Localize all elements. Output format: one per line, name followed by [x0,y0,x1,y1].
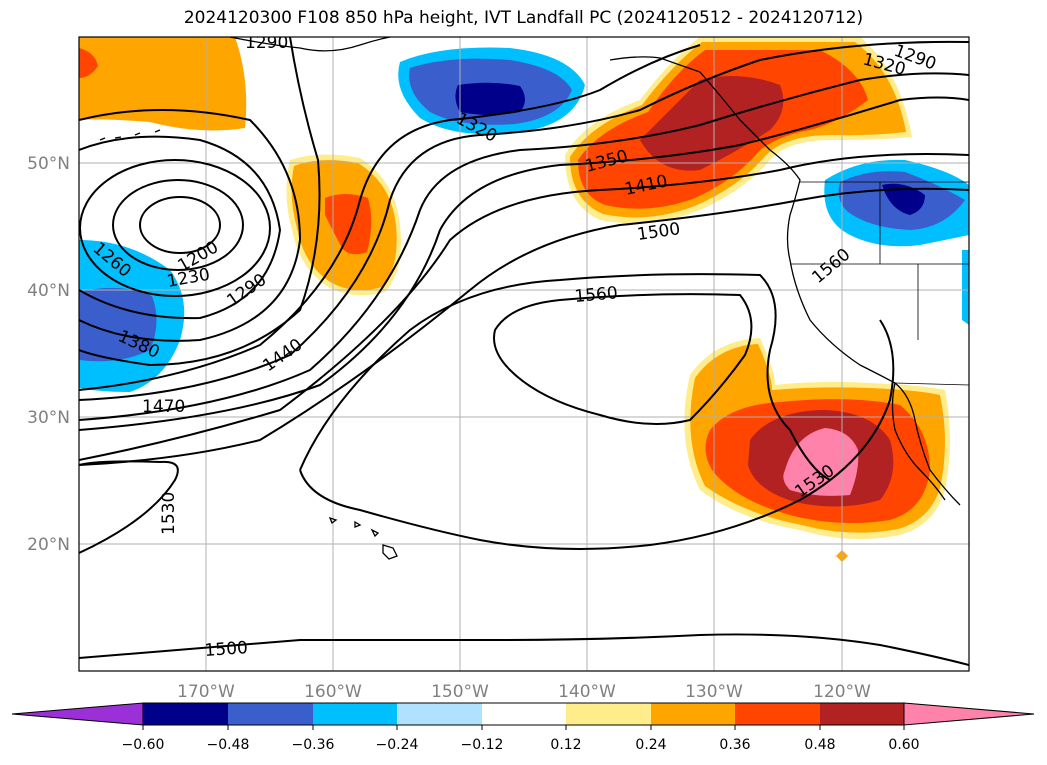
colorbar-frame [142,702,905,726]
contour-1500 [79,153,969,461]
contour-1380 [79,44,701,391]
colorbar-segment [566,703,651,725]
shade-positive-central-core [325,194,372,255]
colorbar-ticks [142,725,905,730]
contour-1260 [79,135,282,320]
colorbar-extend-low [11,702,144,726]
contour-1290 [79,109,302,342]
colorbar-tick-label: 0.36 [719,737,750,753]
lon-tick-label: 160°W [304,682,362,702]
contour-1410 [79,40,969,401]
colorbar-tick-labels: −0.60 −0.48 −0.36 −0.24 −0.12 0.12 0.24 … [122,737,920,753]
contour-low-2 [79,159,271,297]
colorbar-tick-label: −0.12 [461,737,504,753]
islands-aleutian [99,129,161,141]
colorbar-segment [735,703,820,725]
lat-tick-label: 50°N [27,154,70,174]
lon-tick-labels: 170°W 160°W 150°W 140°W 130°W 120°W [177,682,871,702]
border-states [790,182,969,340]
colorbar-segment [397,703,482,725]
shade-positive-se-core [783,428,859,496]
coast-alaska [229,37,391,52]
contour-1470 [79,96,969,431]
islands-hawaii [328,516,398,560]
height-contours [79,37,969,666]
lon-tick-label: 170°W [177,682,235,702]
map-plot-area: 1290 1290 1320 1320 1350 1410 1500 1560 … [79,33,969,671]
colorbar-tick-label: −0.48 [207,737,250,753]
ivt-shading [79,37,969,562]
colorbar-segment [651,703,735,725]
colorbar-tick-label: 0.12 [550,737,581,753]
lat-tick-label: 30°N [27,408,70,428]
colorbar-tick-label: 0.60 [888,737,919,753]
contour-low-center [139,196,221,254]
map-frame [78,36,970,672]
colorbar-segment [482,703,566,725]
contour-1530 [79,187,969,466]
colorbar: −0.60 −0.48 −0.36 −0.24 −0.12 0.12 0.24 … [11,702,1035,753]
coast-alaska-panhandle [609,56,771,151]
shade-positive-ne-core [640,76,784,171]
contour-label: 1530 [159,492,179,535]
colorbar-segment [228,703,313,725]
colorbar-tick-label: 0.24 [635,737,666,753]
coast-baja [891,382,946,501]
contour-label: 1290 [245,33,288,53]
colorbar-segment [143,703,228,725]
shade-positive-nw-core [79,48,98,78]
lon-tick-label: 140°W [558,682,616,702]
contour-1530-ring [299,319,895,550]
border-mexico [894,382,969,386]
shade-negative-north-core [455,82,525,115]
lon-tick-label: 130°W [685,682,743,702]
colorbar-tick-label: −0.60 [122,737,165,753]
shade-negative-east-edge [962,250,969,325]
lon-tick-label: 150°W [431,682,489,702]
colorbar-tick-label: 0.48 [804,737,835,753]
shade-negative-west-core [79,287,157,362]
contour-label: 1470 [142,397,185,417]
shade-positive-nw [79,37,247,131]
contour-1560 [299,273,831,481]
colorbar-tick-label: −0.24 [376,737,419,753]
colorbar-segment [313,703,397,725]
lat-tick-label: 20°N [27,535,70,555]
contour-1560-inner [493,293,753,425]
coast-west-na [769,149,961,506]
contour-1500-south [79,633,969,666]
lat-tick-labels: 50°N 40°N 30°N 20°N [27,154,70,555]
plot-title: 2024120300 F108 850 hPa height, IVT Land… [183,8,864,28]
contour-1440 [79,72,969,421]
coastlines [99,37,969,560]
contour-label: 1500 [204,638,249,661]
lat-tick-label: 40°N [27,281,70,301]
contour-1530-south [79,460,179,554]
lon-tick-label: 120°W [813,682,871,702]
shade-negative-east-core [882,183,925,215]
contour-low-1 [112,179,244,271]
colorbar-segment [820,703,904,725]
colorbar-tick-label: −0.36 [292,737,335,753]
colorbar-extend-high [903,702,1035,726]
contour-label: 1560 [574,283,619,307]
